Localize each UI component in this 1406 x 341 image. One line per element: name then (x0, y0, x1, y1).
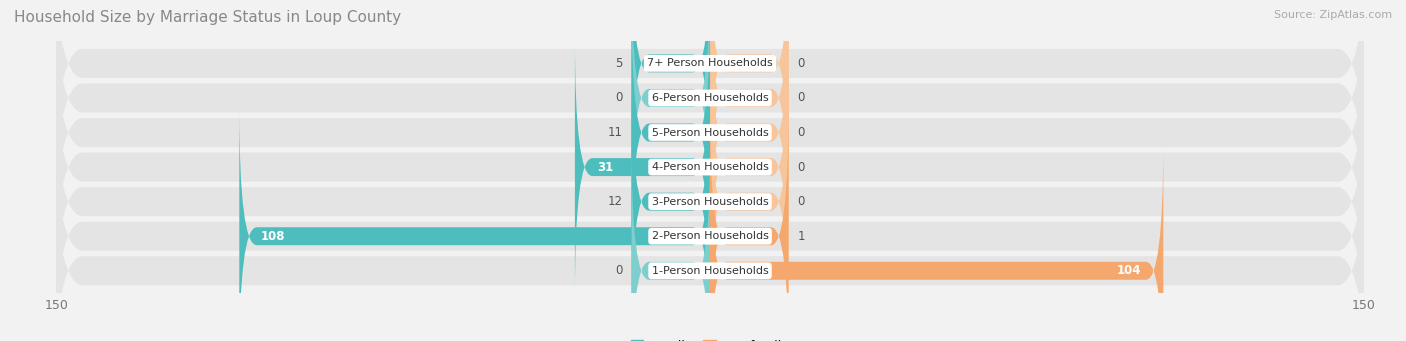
Text: 0: 0 (797, 91, 804, 104)
Text: 12: 12 (607, 195, 623, 208)
FancyBboxPatch shape (710, 72, 789, 331)
Text: Source: ZipAtlas.com: Source: ZipAtlas.com (1274, 10, 1392, 20)
Text: 5: 5 (616, 57, 623, 70)
FancyBboxPatch shape (631, 0, 710, 193)
FancyBboxPatch shape (631, 3, 710, 262)
Text: 0: 0 (797, 161, 804, 174)
FancyBboxPatch shape (710, 38, 789, 296)
Text: 104: 104 (1116, 264, 1142, 277)
FancyBboxPatch shape (48, 9, 1372, 341)
FancyBboxPatch shape (631, 72, 710, 331)
Text: 0: 0 (797, 195, 804, 208)
Text: 6-Person Households: 6-Person Households (651, 93, 769, 103)
FancyBboxPatch shape (48, 0, 1372, 341)
FancyBboxPatch shape (710, 0, 789, 193)
Text: 108: 108 (262, 230, 285, 243)
Text: 11: 11 (607, 126, 623, 139)
FancyBboxPatch shape (710, 0, 789, 227)
Text: Household Size by Marriage Status in Loup County: Household Size by Marriage Status in Lou… (14, 10, 401, 25)
Legend: Family, Nonfamily: Family, Nonfamily (626, 335, 794, 341)
FancyBboxPatch shape (710, 3, 789, 262)
FancyBboxPatch shape (710, 142, 1163, 341)
Text: 7+ Person Households: 7+ Person Households (647, 58, 773, 69)
Text: 1-Person Households: 1-Person Households (651, 266, 769, 276)
Text: 0: 0 (797, 57, 804, 70)
FancyBboxPatch shape (48, 0, 1372, 341)
Text: 31: 31 (596, 161, 613, 174)
Text: 0: 0 (616, 91, 623, 104)
Text: 0: 0 (616, 264, 623, 277)
Text: 0: 0 (797, 126, 804, 139)
FancyBboxPatch shape (48, 0, 1372, 341)
FancyBboxPatch shape (631, 0, 710, 227)
Text: 4-Person Households: 4-Person Households (651, 162, 769, 172)
FancyBboxPatch shape (710, 107, 789, 341)
Text: 3-Person Households: 3-Person Households (651, 197, 769, 207)
FancyBboxPatch shape (239, 107, 710, 341)
FancyBboxPatch shape (48, 0, 1372, 341)
FancyBboxPatch shape (48, 0, 1372, 341)
FancyBboxPatch shape (631, 142, 710, 341)
Text: 1: 1 (797, 230, 804, 243)
FancyBboxPatch shape (575, 38, 710, 296)
Text: 5-Person Households: 5-Person Households (651, 128, 769, 137)
Text: 2-Person Households: 2-Person Households (651, 231, 769, 241)
FancyBboxPatch shape (48, 0, 1372, 325)
